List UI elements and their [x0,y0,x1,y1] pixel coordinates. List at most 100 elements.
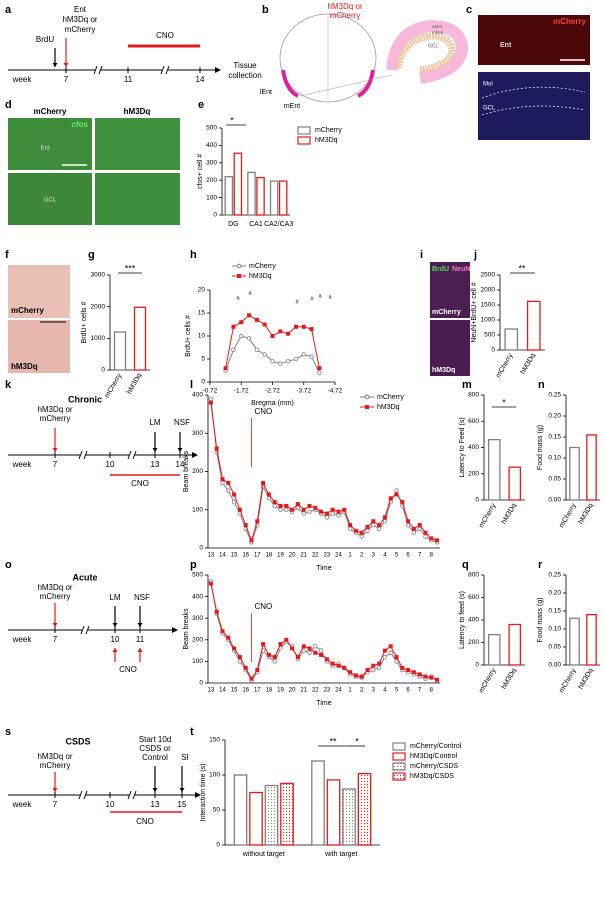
legend-label: hM3Dq/Control [410,753,458,760]
zoom-line [299,74,393,97]
y-axis-label: BrdU+ cells # [81,301,88,343]
marker [388,644,393,649]
panel-label: i [420,249,423,261]
marker [231,324,236,329]
timeline-label: hM3Dq or [37,583,72,592]
week-label: 10 [106,460,115,469]
legend-marker [365,405,369,409]
marker [382,654,388,660]
y-tick-label: 2500 [481,272,496,279]
timeline-arrow [192,452,198,458]
marker [309,327,314,332]
marker [377,661,382,666]
timeline-label: week [12,800,33,809]
x-tick-label: 24 [335,553,342,559]
marker [330,661,335,666]
timeline-label: SI [181,753,189,762]
legend-marker [236,263,242,269]
timeline-label: CNO [131,479,149,488]
legend-swatch [297,136,311,145]
x-tick-label: 19 [277,688,284,694]
x-axis-label: Bregma (mm) [251,400,294,407]
marker [342,665,347,670]
timeline-label: week [12,460,33,469]
marker [284,503,289,508]
bar [311,760,325,846]
marker [330,511,335,516]
week-label: 14 [196,75,205,84]
image-label: GCL [44,198,57,204]
timeline-label: hM3Dq or [62,15,97,24]
x-tick-label: mCherry [478,502,498,529]
y-tick-label: 0 [491,347,495,354]
axis-break [80,451,86,459]
panel-label: b [262,4,269,16]
axis-break [129,791,135,799]
axis-break [127,450,132,460]
y-tick-label: 0 [199,680,203,687]
marker [307,509,312,514]
x-tick-label: 5 [395,688,399,694]
x-tick-label: 7 [418,553,422,559]
x-tick-label: 8 [430,688,434,694]
marker [254,347,260,352]
week-label: 15 [178,800,187,809]
x-tick-label: 2 [360,553,364,559]
panel-label: r [538,559,543,571]
marker [417,526,422,532]
x-tick-label: hM3Dq [501,667,518,690]
marker [243,523,248,528]
marker [319,652,324,657]
arrow-head [52,63,58,67]
timeline-label: Tissue [233,61,257,70]
x-tick-label: 4 [383,688,387,694]
marker [353,673,358,678]
timeline-label: NSF [174,418,190,427]
y-tick-label: 0.05 [548,476,561,483]
marker [405,522,411,528]
y-tick-label: 0.15 [548,434,561,441]
x-tick-label: 20 [289,688,296,694]
y-tick-label: 0.25 [548,392,561,399]
marker [272,500,277,505]
marker [400,665,405,670]
marker [359,674,364,679]
x-tick-label: 2 [360,688,364,694]
x-tick-label: mCherry [558,502,578,529]
image-label: mMol [432,30,443,35]
x-tick-label: -2.72 [265,388,280,395]
y-tick-label: 500 [206,125,217,132]
y-tick-label: 0 [213,212,217,219]
x-tick-label: 19 [277,553,284,559]
marker [365,668,370,673]
y-tick-label: 400 [192,392,203,399]
panel-label: l [190,379,193,391]
marker [307,646,312,651]
marker [318,648,324,653]
y-tick-label: 50 [213,807,221,814]
x-tick-label: 22 [312,553,319,559]
image-label: mCherry [330,11,361,20]
y-tick-label: 0 [475,497,479,504]
marker [319,509,324,514]
y-axis-label: NeuN+BrdU+ cell # [471,282,478,342]
cfos-image [95,118,180,170]
bar [326,779,341,846]
arrow-head [152,448,158,452]
bar [508,466,522,501]
x-tick-label: DG [228,221,239,228]
marker [365,524,370,529]
y-tick-label: 400 [206,142,217,149]
image-label: BrdU [432,266,449,273]
week-label: 11 [136,635,145,644]
x-tick-label: 13 [208,688,215,694]
annotation: CNO [255,407,273,416]
marker [347,526,353,532]
week-label: 7 [53,460,58,469]
annotation: * [502,397,506,407]
marker [255,668,260,673]
timeline-title: Acute [72,572,97,582]
y-tick-label: 0.05 [548,644,561,651]
axis-break [165,65,170,75]
bar [133,306,147,371]
